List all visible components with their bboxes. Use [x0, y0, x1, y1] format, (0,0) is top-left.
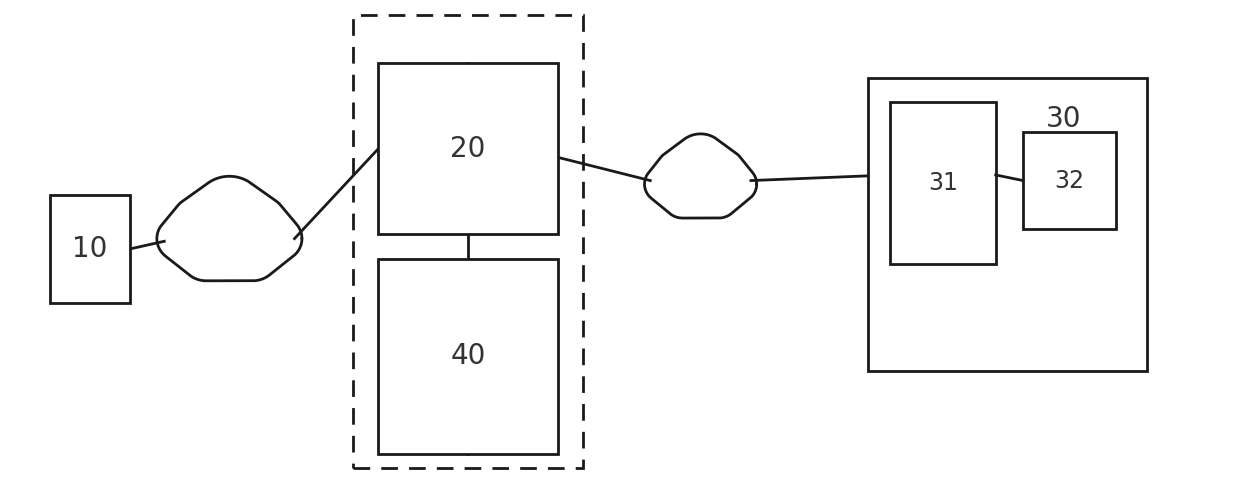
- Text: 10: 10: [72, 235, 108, 263]
- Bar: [378, 63, 558, 234]
- Text: 30: 30: [1045, 105, 1081, 133]
- Text: 31: 31: [928, 171, 959, 195]
- Bar: [50, 195, 130, 303]
- Text: 32: 32: [1054, 168, 1085, 193]
- Text: 20: 20: [450, 135, 486, 163]
- Bar: [378, 259, 558, 454]
- Bar: [353, 15, 583, 468]
- Bar: [1023, 132, 1116, 229]
- Bar: [890, 102, 996, 264]
- Bar: [868, 78, 1147, 371]
- Text: 40: 40: [450, 342, 486, 370]
